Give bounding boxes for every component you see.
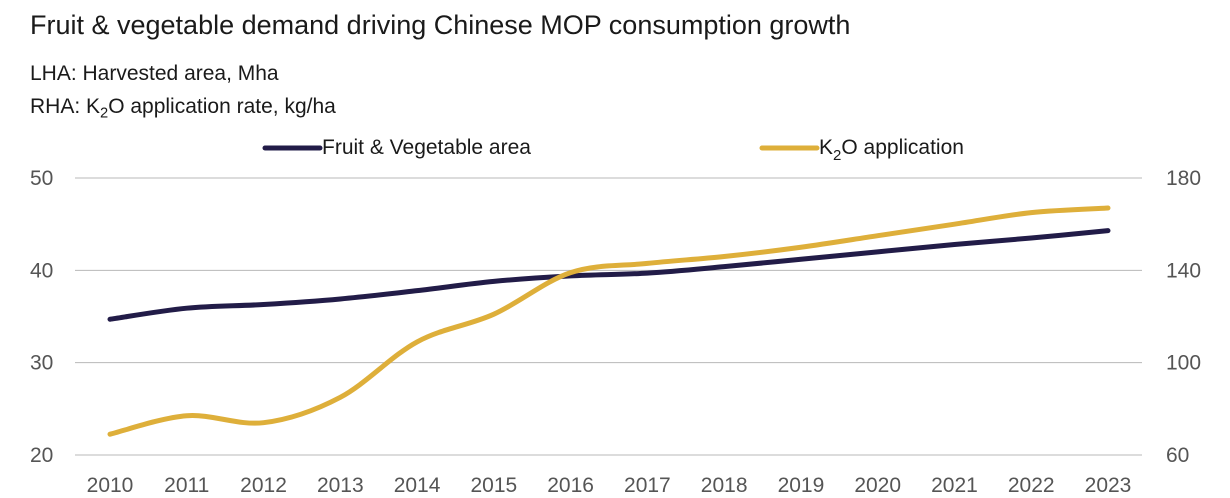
x-axis-tick-label: 2017 [624, 474, 671, 497]
legend: Fruit & Vegetable area K2O application [262, 136, 964, 164]
right-axis-tick-label: 140 [1166, 259, 1201, 282]
series-lines [107, 205, 1111, 437]
x-axis-tick-label: 2016 [547, 474, 594, 497]
x-axis-tick-label: 2019 [778, 474, 825, 497]
x-axis-tick-label: 2012 [240, 474, 287, 497]
left-axis-ticks: 20 30 40 50 [30, 167, 53, 467]
left-axis-subtitle: LHA: Harvested area, Mha [30, 62, 279, 85]
x-axis-tick-label: 2010 [87, 474, 134, 497]
right-axis-tick-label: 100 [1166, 352, 1201, 375]
x-axis-tick-label: 2023 [1085, 474, 1132, 497]
left-axis-tick-label: 50 [30, 167, 53, 190]
x-axis-tick-label: 2011 [164, 474, 209, 497]
x-axis-tick-label: 2014 [394, 474, 441, 497]
chart-title: Fruit & vegetable demand driving Chinese… [30, 10, 851, 40]
x-axis-tick-label: 2022 [1008, 474, 1055, 497]
gridlines [75, 177, 1142, 456]
x-axis-tick-label: 2013 [317, 474, 364, 497]
left-axis-tick-label: 40 [30, 259, 53, 282]
left-axis-tick-label: 20 [30, 444, 53, 467]
x-axis-tick-label: 2015 [470, 474, 517, 497]
right-axis-tick-label: 180 [1166, 167, 1201, 190]
left-axis-tick-label: 30 [30, 352, 53, 375]
series-line-k2o-application [107, 205, 1111, 437]
legend-label-fruit-vegetable-area: Fruit & Vegetable area [322, 136, 531, 159]
x-axis-tick-label: 2018 [701, 474, 748, 497]
x-axis-tick-label: 2020 [854, 474, 901, 497]
x-axis-ticks: 2010 2011 2012 2013 2014 2015 2016 2017 2018 2019… [87, 474, 1132, 497]
legend-label-k2o-application: K2O application [819, 136, 964, 164]
right-axis-tick-label: 60 [1166, 444, 1189, 467]
x-axis-tick-label: 2021 [931, 474, 978, 497]
series-line-fruit-vegetable-area [107, 228, 1111, 322]
right-axis-subtitle: RHA: K2O application rate, kg/ha [30, 95, 336, 122]
right-axis-ticks: 60 100 140 180 [1166, 167, 1201, 467]
